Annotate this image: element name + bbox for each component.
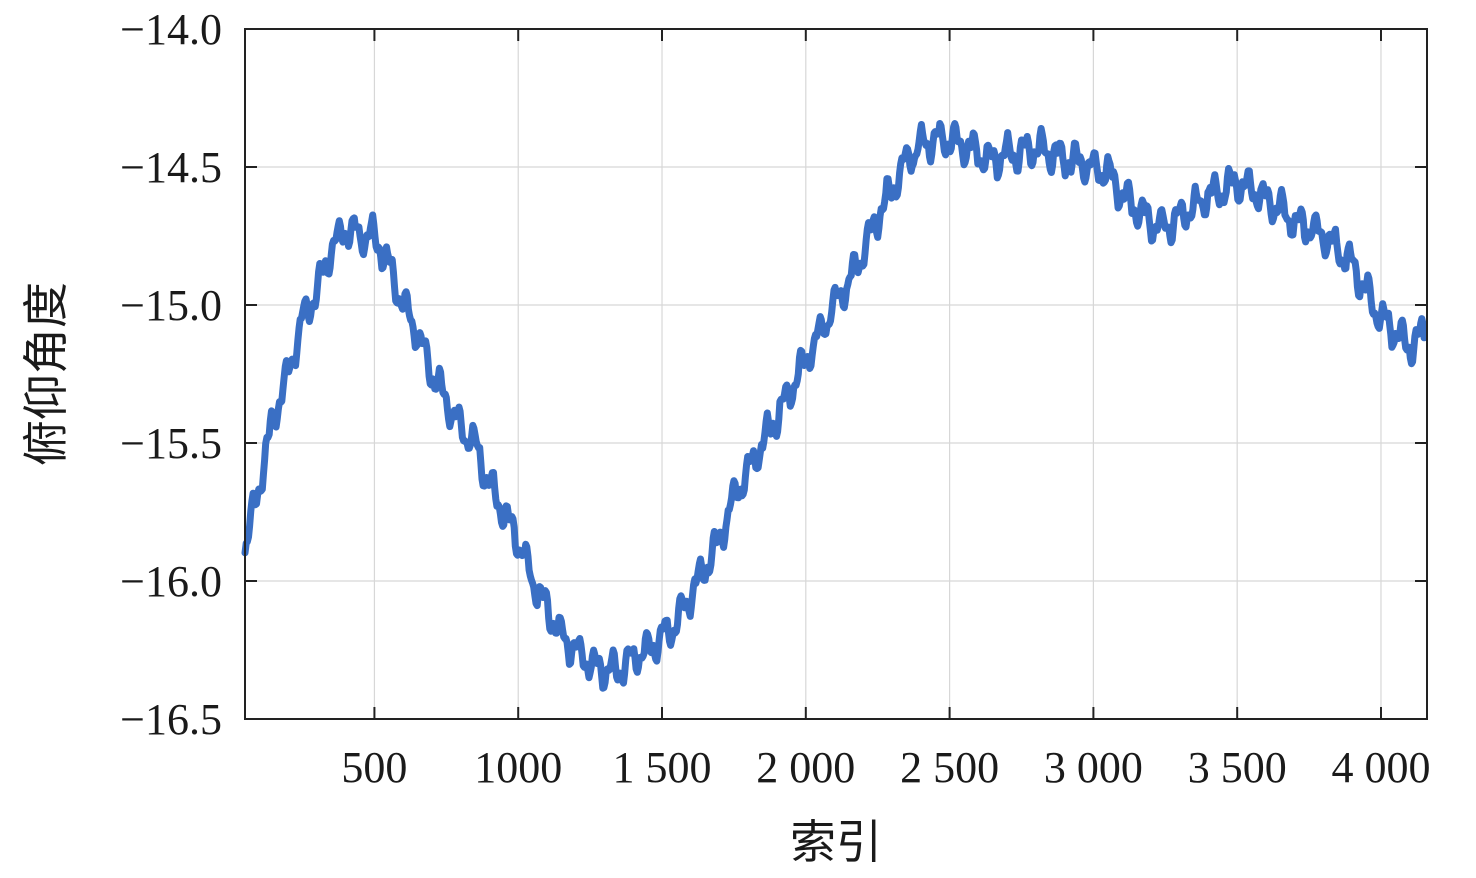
x-tick-label: 2 000 — [756, 743, 855, 792]
y-tick-label: −15.0 — [120, 281, 222, 330]
tick-labels: 500 1000 1 500 2 000 2 500 3 000 3 500 4 000 −14… — [120, 5, 1430, 792]
series-line — [241, 120, 1428, 692]
x-tick-label: 1000 — [474, 743, 562, 792]
y-tick-label: −16.0 — [120, 557, 222, 606]
y-tick-label: −16.5 — [120, 695, 222, 744]
plot-frame — [244, 28, 1428, 720]
x-tick-label: 3 000 — [1044, 743, 1143, 792]
x-tick-label: 2 500 — [900, 743, 999, 792]
x-tick-label: 3 500 — [1188, 743, 1287, 792]
y-axis-title: 俯仰角度 — [19, 282, 73, 466]
axis-ticks — [245, 28, 1427, 720]
y-tick-label: −14.0 — [120, 5, 222, 54]
x-tick-label: 500 — [341, 743, 407, 792]
y-tick-label: −14.5 — [120, 143, 222, 192]
x-axis-title: 索引 — [790, 815, 882, 869]
series-layer — [241, 120, 1428, 692]
grid — [245, 28, 1427, 720]
y-tick-label: −15.5 — [120, 419, 222, 468]
x-tick-label: 1 500 — [613, 743, 712, 792]
x-tick-label: 4 000 — [1331, 743, 1430, 792]
